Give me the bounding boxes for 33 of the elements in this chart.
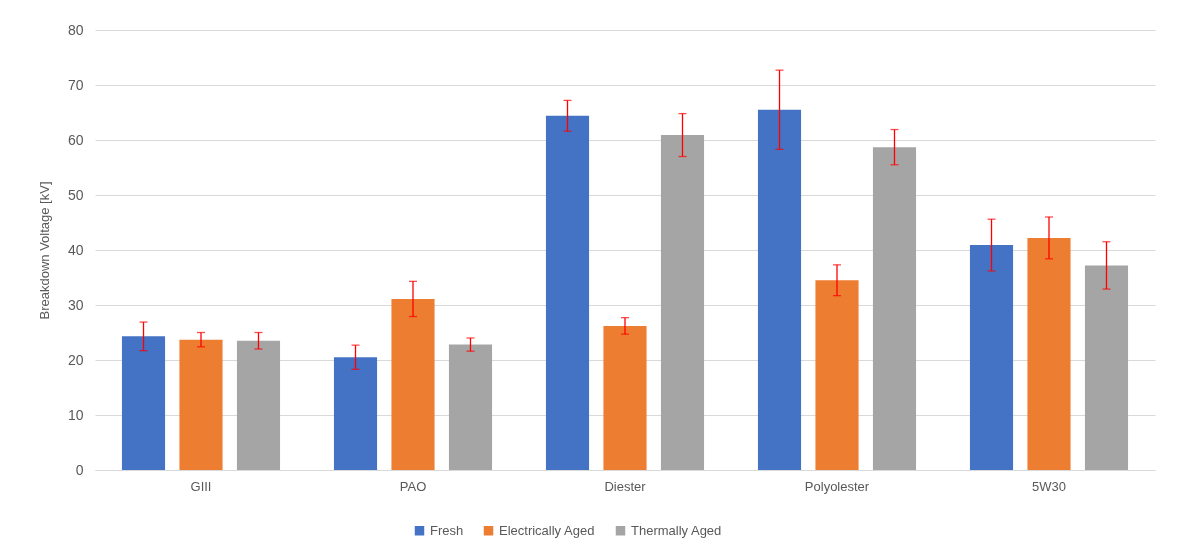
y-tick-label: 0 bbox=[75, 461, 84, 478]
bar bbox=[1027, 237, 1071, 470]
y-tick-label: 60 bbox=[67, 131, 84, 148]
y-tick-label: 70 bbox=[67, 76, 84, 93]
legend-label: Electrically Aged bbox=[499, 522, 595, 538]
y-tick-label: 20 bbox=[67, 351, 84, 368]
y-tick-label: 40 bbox=[67, 241, 84, 258]
bar bbox=[660, 135, 705, 470]
y-axis-title: Breakdown Voltage [kV] bbox=[36, 181, 52, 320]
y-tick-label: 30 bbox=[67, 296, 84, 313]
x-tick-label: 5W30 bbox=[1032, 478, 1066, 494]
bar bbox=[815, 280, 859, 470]
bar bbox=[448, 344, 493, 470]
bar bbox=[757, 109, 802, 470]
bar bbox=[391, 298, 435, 470]
bar bbox=[333, 357, 378, 470]
legend-label: Fresh bbox=[430, 522, 464, 538]
bar bbox=[603, 325, 647, 470]
x-tick-label: Diester bbox=[604, 478, 647, 494]
y-tick-label: 80 bbox=[67, 21, 84, 38]
y-tick-label: 10 bbox=[67, 406, 84, 423]
bar bbox=[1084, 265, 1129, 470]
bar bbox=[236, 340, 281, 470]
bar bbox=[121, 336, 166, 470]
legend-label: Thermally Aged bbox=[631, 522, 722, 538]
bar bbox=[872, 147, 917, 470]
x-tick-label: PAO bbox=[399, 478, 427, 494]
bar bbox=[545, 115, 590, 470]
x-tick-label: GIII bbox=[190, 478, 212, 494]
bar bbox=[969, 245, 1014, 470]
y-tick-label: 50 bbox=[67, 186, 84, 203]
x-tick-label: Polyolester bbox=[804, 478, 870, 494]
bar bbox=[179, 339, 223, 470]
